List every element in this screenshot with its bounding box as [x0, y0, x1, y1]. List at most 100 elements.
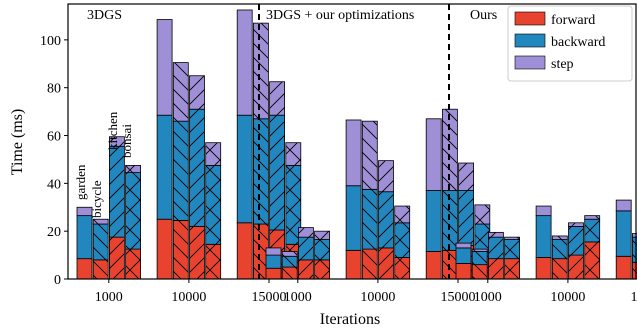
- bar-segment-step-garden: [236, 9, 253, 116]
- bar-hatch-forward-kitchen: [109, 237, 125, 279]
- x-axis-label: Iterations: [320, 311, 380, 328]
- bar-hatch-step-bonsai: [504, 237, 520, 240]
- bar-hatch-step-bicycle: [632, 233, 637, 238]
- bar-hatch-backward-bicycle: [552, 239, 568, 259]
- bar-hatch-backward-bicycle: [282, 256, 298, 268]
- bar-hatch-forward-bicycle: [552, 258, 568, 279]
- legend-swatch-step: [514, 55, 546, 70]
- bar-hatch-forward-kitchen: [568, 255, 584, 279]
- bar-hatch-backward-bonsai: [285, 165, 301, 245]
- bar-segment-forward-garden: [425, 251, 442, 280]
- bar-hatch-step-kitchen: [109, 136, 125, 147]
- bar-segment-forward-garden: [535, 257, 552, 280]
- bar-hatch-step-kitchen: [298, 227, 314, 238]
- bar-hatch-step-bicycle: [173, 62, 189, 122]
- bar-hatch-backward-bicycle: [442, 190, 458, 251]
- bar-hatch-backward-bonsai: [504, 239, 520, 259]
- bar-hatch-backward-kitchen: [568, 226, 584, 256]
- bar-segment-backward-garden: [615, 210, 632, 257]
- bar-hatch-backward-bicycle: [632, 237, 637, 263]
- x-tick-label: 1000: [95, 290, 123, 305]
- bar-segment-backward-garden: [425, 190, 442, 252]
- bar-hatch-backward-kitchen: [378, 191, 394, 248]
- bar-hatch-backward-bicycle: [173, 121, 189, 221]
- bar-hatch-forward-bicycle: [362, 249, 378, 279]
- bar-segment-backward-garden: [265, 254, 282, 269]
- bar-hatch-backward-bonsai: [205, 165, 221, 245]
- panel-title: Ours: [470, 8, 497, 23]
- bar-segment-forward-garden: [76, 258, 93, 280]
- bar-hatch-step-bonsai: [125, 165, 141, 173]
- bar-hatch-backward-kitchen: [458, 190, 474, 246]
- bar-hatch-forward-bicycle: [253, 224, 269, 279]
- y-tick-label: 100: [40, 34, 61, 49]
- x-tick-label: 10000: [360, 290, 395, 305]
- bar-segment-step-garden: [425, 118, 442, 191]
- legend-swatch-forward: [514, 11, 546, 26]
- y-tick-label: 20: [47, 225, 61, 240]
- y-tick-label: 60: [47, 130, 61, 145]
- bar-hatch-step-bicycle: [472, 249, 488, 252]
- bar-hatch-backward-bicycle: [253, 118, 269, 224]
- bar-hatch-step-kitchen: [488, 232, 504, 238]
- bar-hatch-step-kitchen: [189, 75, 205, 110]
- bar-hatch-backward-kitchen: [298, 237, 314, 260]
- bar-hatch-backward-kitchen: [488, 237, 504, 259]
- bar-hatch-step-bicycle: [253, 23, 269, 119]
- overlay-layer: 1000100001500010001000015000100010000150…: [9, 3, 637, 328]
- legend-label-step: step: [551, 57, 574, 72]
- bar-hatch-step-bonsai: [314, 231, 330, 240]
- bar-hatch-backward-bonsai: [474, 224, 490, 257]
- bar-hatch-forward-bonsai: [314, 259, 330, 279]
- bar-hatch-forward-bonsai: [584, 241, 600, 279]
- bar-segment-backward-garden: [236, 114, 253, 224]
- bar-segment-step-garden: [76, 206, 93, 217]
- x-tick-label: 15000: [252, 290, 287, 305]
- bar-hatch-step-bonsai: [205, 142, 221, 166]
- x-tick-label: 1000: [284, 290, 312, 305]
- bar-hatch-forward-bonsai: [125, 249, 141, 279]
- bar-segment-step-garden: [455, 242, 472, 249]
- bar-hatch-step-kitchen: [269, 81, 285, 116]
- scene-label-garden: garden: [73, 164, 88, 200]
- bar-hatch-backward-kitchen: [189, 109, 205, 227]
- x-tick-label: 10000: [550, 290, 585, 305]
- bar-hatch-step-bicycle: [93, 219, 109, 224]
- bar-hatch-step-bonsai: [474, 204, 490, 224]
- bar-hatch-backward-bonsai: [314, 239, 330, 260]
- y-axis-label: Time (ms): [9, 109, 26, 176]
- bar-hatch-forward-bicycle: [632, 262, 637, 279]
- bar-segment-backward-garden: [345, 185, 362, 251]
- bar-hatch-step-kitchen: [458, 163, 474, 191]
- bar-hatch-backward-kitchen: [109, 146, 125, 238]
- bar-hatch-backward-bonsai: [584, 219, 600, 242]
- scene-label-bonsai: bonsai: [119, 124, 134, 158]
- bar-hatch-step-bonsai: [285, 142, 301, 166]
- x-tick-label: 15000: [441, 290, 476, 305]
- bar-segment-step-garden: [345, 119, 362, 187]
- bar-hatch-forward-bicycle: [93, 259, 109, 279]
- panel-title: 3DGS: [87, 8, 122, 23]
- bar-segment-step-garden: [535, 205, 552, 217]
- scene-label-bicycle: bicycle: [89, 180, 104, 218]
- bar-hatch-step-bicycle: [282, 251, 298, 257]
- bar-hatch-backward-bicycle: [472, 251, 488, 265]
- bar-segment-forward-garden: [615, 255, 632, 280]
- bars-layer: [76, 9, 637, 280]
- legend: forward backward step: [507, 5, 633, 82]
- bar-segment-step-garden: [265, 247, 282, 256]
- bar-hatch-forward-kitchen: [378, 247, 394, 279]
- bar-hatch-forward-kitchen: [298, 259, 314, 279]
- x-tick-label: 15000: [631, 290, 637, 305]
- bar-segment-step-garden: [156, 19, 173, 116]
- bar-hatch-step-bicycle: [552, 235, 568, 240]
- y-tick-label: 80: [47, 82, 61, 97]
- bar-hatch-backward-bicycle: [362, 189, 378, 250]
- legend-swatch-backward: [514, 33, 546, 48]
- bar-segment-step-garden: [615, 199, 632, 212]
- bar-hatch-forward-bonsai: [504, 258, 520, 279]
- bar-segment-forward-garden: [156, 218, 173, 280]
- bar-hatch-step-bonsai: [394, 206, 410, 223]
- legend-label-backward: backward: [551, 35, 605, 50]
- y-tick-label: 0: [54, 273, 61, 288]
